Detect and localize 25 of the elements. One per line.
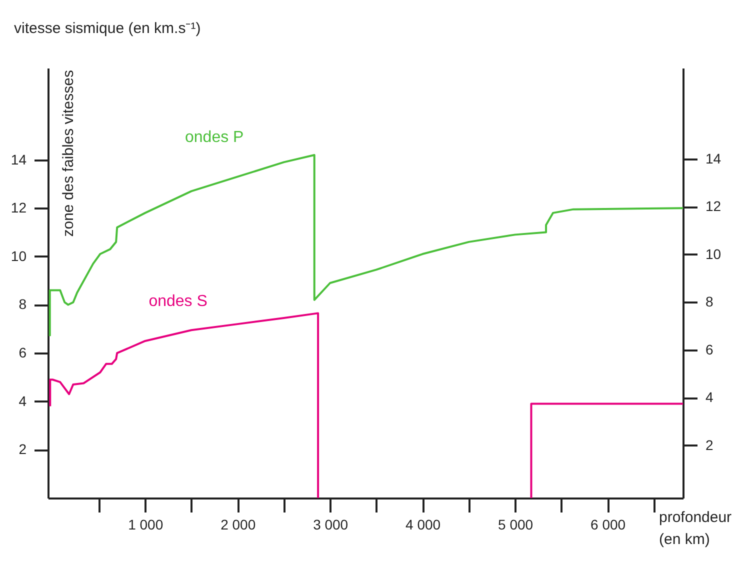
x-tick-label: 5 000 <box>498 516 534 532</box>
series-label: ondes P <box>184 128 244 146</box>
x-tick-label: 4 000 <box>406 516 441 532</box>
y2-tick-label: 2 <box>706 436 714 453</box>
x-tick-label: 6 000 <box>590 516 626 532</box>
y2-tick-label: 14 <box>706 150 722 166</box>
x-axis-title: profondeur (en km) <box>659 509 732 548</box>
y-tick-label: 4 <box>18 392 27 409</box>
series-label: ondes S <box>148 293 208 310</box>
y2-tick-label: 4 <box>706 389 714 406</box>
y-axis-title: vitesse sismique (en km.s⁻¹) <box>14 20 201 37</box>
x-tick-label: 1 000 <box>128 516 164 532</box>
y-tick-label: 12 <box>10 200 27 216</box>
y-tick-label: 2 <box>18 441 27 458</box>
y-tick-label: 14 <box>10 151 27 168</box>
y2-tick-label: 6 <box>706 341 714 358</box>
y2-tick-label: 8 <box>706 294 714 310</box>
x-tick-label: 2 000 <box>220 516 256 532</box>
x-tick-label: 3 000 <box>313 516 348 532</box>
y2-tick-label: 10 <box>706 246 722 262</box>
y-tick-label: 10 <box>10 248 27 264</box>
annotation: zone des faibles vitesses <box>60 70 77 237</box>
y-tick-label: 6 <box>18 344 27 361</box>
y-tick-label: 8 <box>18 296 27 312</box>
y2-tick-label: 12 <box>706 198 722 214</box>
